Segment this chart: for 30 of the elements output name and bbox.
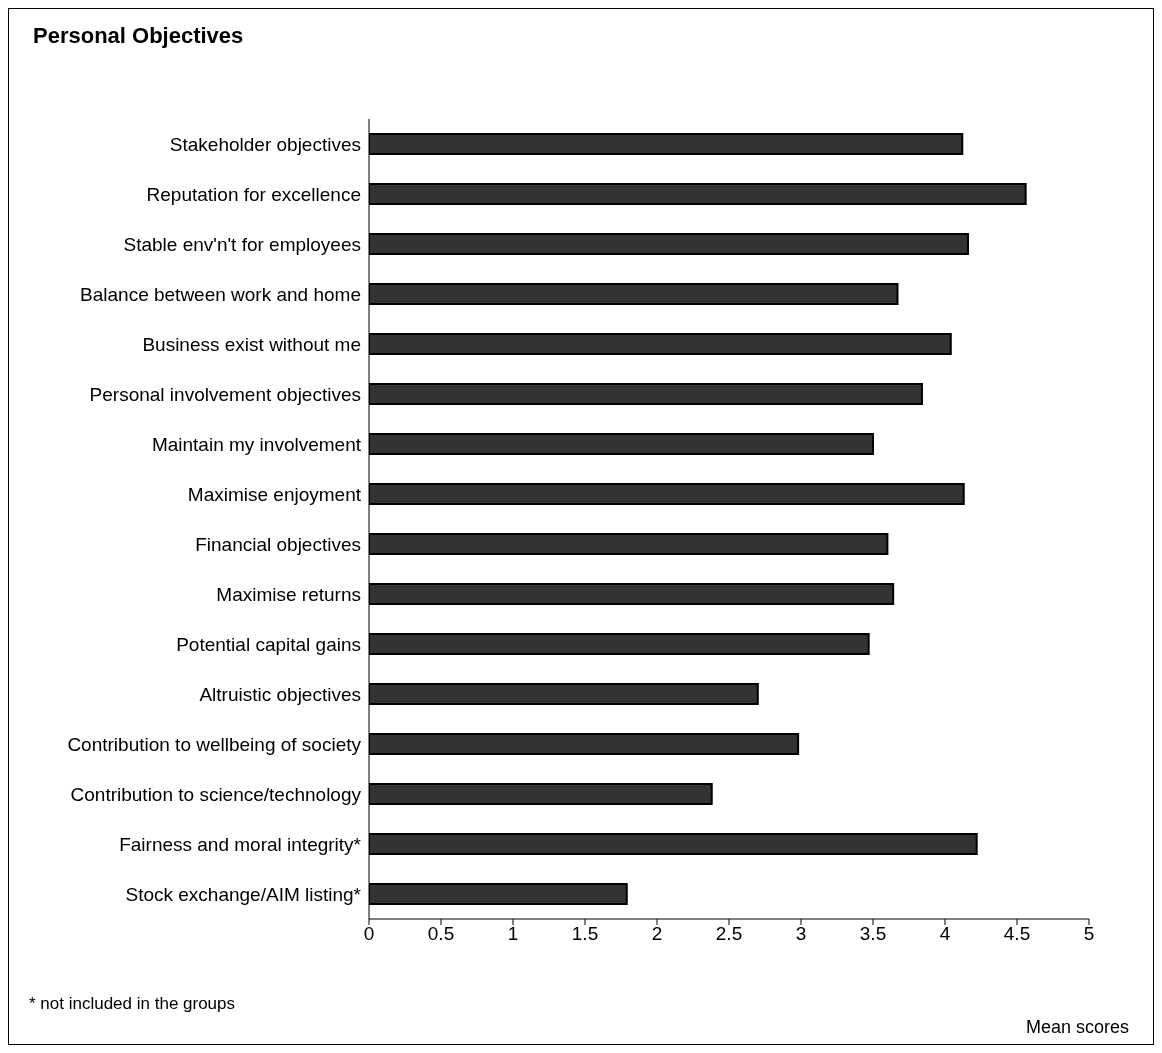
y-tick-label: Balance between work and home (80, 283, 361, 305)
x-tick-label: 2.5 (715, 923, 743, 945)
x-tick-label: 0.5 (427, 923, 455, 945)
y-tick-label: Fairness and moral integrity* (119, 833, 362, 855)
y-tick-label: Altruistic objectives (199, 683, 361, 705)
y-tick-label: Business exist without me (142, 333, 361, 355)
y-tick-label: Stakeholder objectives (169, 133, 361, 155)
y-tick-label: Stable env'n't for employees (123, 233, 361, 255)
y-tick-label: Contribution to wellbeing of society (67, 733, 362, 755)
text: Personal Objectives (33, 23, 244, 49)
x-tick-label: 3 (795, 923, 807, 945)
x-tick-label: 5 (1083, 923, 1095, 945)
x-tick-label: 1 (507, 923, 519, 945)
x-tick-label: 0 (363, 923, 375, 945)
x-tick-label: 4 (939, 923, 951, 945)
x-tick-label: 3.5 (859, 923, 887, 945)
x-tick-label: 4.5 (1003, 923, 1031, 945)
x-tick-label: 1.5 (571, 923, 599, 945)
x-axis-title: Mean scores (1025, 1017, 1129, 1038)
y-tick-label: Contribution to science/technology (70, 783, 362, 805)
y-tick-label: Potential capital gains (176, 633, 361, 655)
text: * not included in the groups (29, 994, 236, 1014)
y-tick-label: Maximise enjoyment (187, 483, 362, 505)
y-tick-label: Financial objectives (195, 533, 361, 555)
y-tick-label: Maximise returns (216, 583, 361, 605)
y-tick-label: Maintain my involvement (151, 433, 362, 455)
y-tick-label: Reputation for excellence (146, 183, 361, 205)
x-tick-label: 2 (651, 923, 663, 945)
y-tick-label: Stock exchange/AIM listing* (125, 883, 362, 905)
y-tick-label: Personal involvement objectives (89, 383, 361, 405)
